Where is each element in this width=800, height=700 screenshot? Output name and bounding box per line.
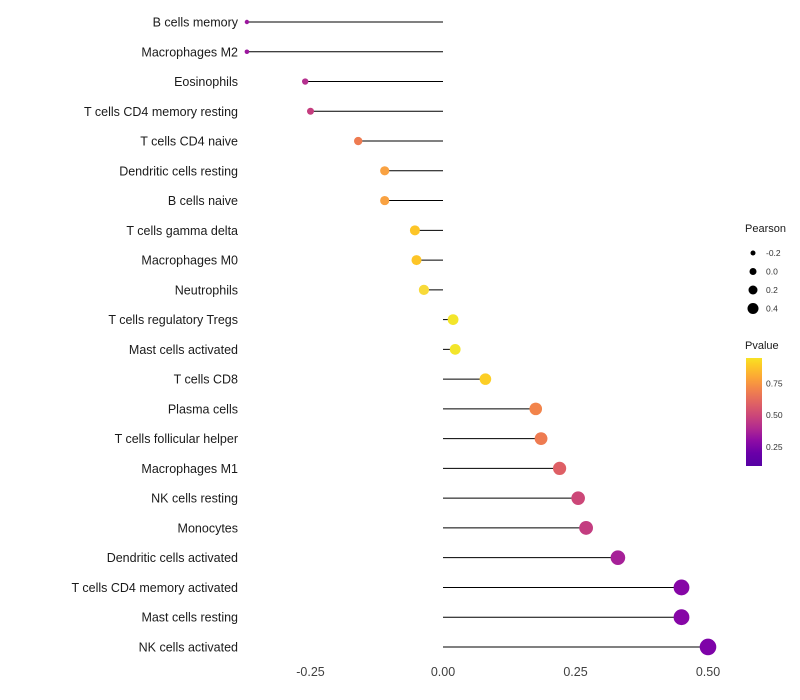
category-label: Macrophages M0 bbox=[141, 254, 238, 268]
category-label: T cells CD4 naive bbox=[140, 135, 238, 149]
category-label: T cells regulatory Tregs bbox=[108, 313, 238, 327]
data-point bbox=[302, 78, 309, 85]
category-label: NK cells resting bbox=[151, 492, 238, 506]
data-point bbox=[449, 343, 461, 355]
data-point bbox=[244, 19, 250, 25]
pvalue-colorbar bbox=[746, 358, 762, 466]
data-point bbox=[307, 107, 314, 115]
legend-size-label: 0.4 bbox=[766, 304, 778, 314]
legend-pearson-title: Pearson bbox=[745, 223, 786, 235]
x-axis-tick: -0.25 bbox=[296, 665, 325, 679]
category-label: Eosinophils bbox=[174, 75, 238, 89]
legend-size-dot bbox=[750, 250, 756, 256]
legend-size-label: 0.0 bbox=[766, 267, 778, 277]
data-point bbox=[354, 136, 363, 146]
data-point bbox=[529, 402, 543, 416]
legend-size-dot bbox=[748, 285, 758, 295]
pvalue-tick-label: 0.50 bbox=[766, 410, 783, 420]
legend-pvalue-ticks: 0.75 0.50 0.25 bbox=[766, 378, 783, 452]
category-label: Plasma cells bbox=[168, 402, 238, 416]
category-label: T cells follicular helper bbox=[115, 432, 238, 446]
data-point bbox=[579, 521, 593, 535]
data-point bbox=[411, 255, 422, 266]
category-label: Macrophages M2 bbox=[141, 45, 238, 59]
category-label: Dendritic cells resting bbox=[119, 164, 238, 178]
x-axis-tick: 0.25 bbox=[563, 665, 587, 679]
category-label: Neutrophils bbox=[175, 283, 238, 297]
category-label: Mast cells activated bbox=[129, 343, 238, 357]
category-label: T cells CD4 memory activated bbox=[72, 581, 239, 595]
data-point bbox=[534, 432, 548, 446]
pvalue-tick-label: 0.25 bbox=[766, 442, 783, 452]
data-point bbox=[418, 284, 430, 295]
category-label: B cells naive bbox=[168, 194, 238, 208]
pvalue-tick-label: 0.75 bbox=[766, 378, 783, 388]
category-label: B cells memory bbox=[153, 16, 239, 30]
data-point bbox=[699, 638, 717, 656]
data-point bbox=[409, 225, 420, 236]
category-label: Macrophages M1 bbox=[141, 462, 238, 476]
category-label: NK cells activated bbox=[139, 640, 238, 654]
data-point bbox=[553, 461, 567, 475]
data-point bbox=[447, 314, 459, 325]
category-label: T cells CD8 bbox=[174, 373, 238, 387]
category-label: Dendritic cells activated bbox=[107, 551, 238, 565]
category-label: Mast cells resting bbox=[141, 611, 238, 625]
x-axis-tick: 0.50 bbox=[696, 665, 720, 679]
category-label: T cells CD4 memory resting bbox=[84, 105, 238, 119]
data-point bbox=[571, 491, 585, 505]
category-label: Monocytes bbox=[178, 521, 238, 535]
legend-size-label: 0.2 bbox=[766, 285, 778, 295]
x-axis-tick: 0.00 bbox=[431, 665, 455, 679]
data-point bbox=[610, 550, 626, 565]
data-point bbox=[380, 195, 390, 206]
legend-pvalue-title: Pvalue bbox=[745, 340, 779, 352]
lollipop-rows: B cells memory Macrophages M2 Eosinophils T… bbox=[72, 16, 717, 656]
data-point bbox=[380, 166, 390, 176]
data-point bbox=[673, 579, 690, 596]
category-label: T cells gamma delta bbox=[126, 224, 238, 238]
legend-size-dot bbox=[747, 303, 759, 314]
legend-pearson-items: -0.2 0.0 0.2 0.4 bbox=[747, 248, 781, 314]
data-point bbox=[244, 49, 250, 55]
data-point bbox=[673, 609, 690, 626]
legend-size-label: -0.2 bbox=[766, 248, 781, 258]
data-point bbox=[479, 373, 492, 385]
legend-size-dot bbox=[749, 268, 757, 275]
